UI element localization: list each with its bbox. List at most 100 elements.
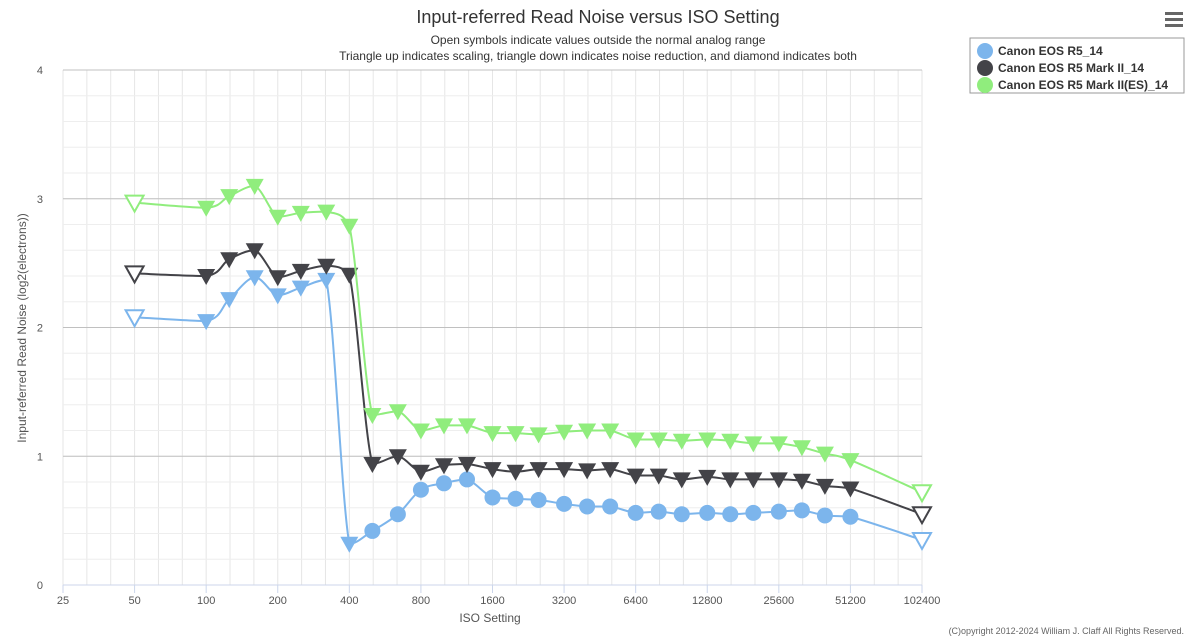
- y-axis-title: Input-referred Read Noise (log2(electron…: [15, 213, 29, 442]
- y-tick-label: 3: [37, 194, 43, 206]
- series-3: [123, 178, 933, 504]
- chart-subtitle-1: Open symbols indicate values outside the…: [431, 33, 766, 47]
- data-point: [649, 468, 668, 485]
- data-point: [458, 418, 477, 435]
- x-tick-label: 400: [340, 595, 358, 607]
- x-tick-label: 50: [128, 595, 140, 607]
- data-point: [555, 424, 574, 441]
- data-point: [911, 506, 933, 526]
- data-point: [317, 258, 336, 275]
- data-point: [911, 531, 933, 551]
- data-point: [220, 292, 239, 309]
- data-point: [601, 423, 620, 440]
- data-point: [388, 449, 407, 466]
- y-tick-label: 2: [37, 323, 43, 335]
- data-point: [769, 472, 788, 489]
- data-point: [770, 503, 787, 520]
- data-point: [340, 536, 359, 553]
- legend-symbol: [977, 43, 993, 59]
- data-point: [627, 504, 644, 521]
- data-point: [699, 504, 716, 521]
- data-point: [317, 272, 336, 289]
- data-point: [484, 489, 501, 506]
- data-point: [672, 433, 691, 450]
- data-point: [842, 508, 859, 525]
- data-point: [841, 481, 860, 498]
- y-tick-label: 0: [37, 580, 43, 592]
- data-point: [123, 309, 146, 329]
- x-tick-label: 1600: [480, 595, 504, 607]
- data-point: [601, 462, 620, 479]
- data-point: [793, 502, 810, 519]
- data-point: [602, 498, 619, 515]
- data-point: [556, 495, 573, 512]
- data-point: [815, 446, 834, 463]
- chart-title: Input-referred Read Noise versus ISO Set…: [416, 7, 779, 27]
- legend-item[interactable]: Canon EOS R5 Mark II_14: [977, 60, 1144, 76]
- data-point: [268, 270, 287, 287]
- data-point: [722, 506, 739, 523]
- data-point: [626, 432, 645, 449]
- data-point: [744, 472, 763, 489]
- data-point: [434, 418, 453, 435]
- data-point: [483, 462, 502, 479]
- data-point: [197, 314, 216, 331]
- data-point: [578, 463, 597, 480]
- data-point: [291, 263, 310, 280]
- y-tick-label: 1: [37, 451, 43, 463]
- data-point: [197, 200, 216, 217]
- data-point: [815, 478, 834, 495]
- data-point: [459, 471, 476, 488]
- data-point: [364, 522, 381, 539]
- data-point: [529, 427, 548, 444]
- x-tick-label: 6400: [623, 595, 647, 607]
- data-point: [268, 209, 287, 226]
- data-point: [529, 462, 548, 479]
- data-point: [721, 472, 740, 489]
- data-point: [268, 288, 287, 305]
- data-point: [744, 436, 763, 453]
- y-tick-label: 4: [37, 65, 43, 77]
- x-tick-label: 3200: [552, 595, 576, 607]
- data-point: [363, 408, 382, 425]
- data-point: [626, 468, 645, 485]
- series-1: [123, 270, 933, 553]
- data-point: [434, 458, 453, 475]
- data-point: [792, 440, 811, 457]
- data-point: [411, 464, 430, 481]
- data-point: [245, 178, 264, 195]
- grid: [62, 69, 923, 586]
- data-point: [483, 426, 502, 443]
- data-point: [220, 252, 239, 269]
- data-point: [245, 243, 264, 260]
- series-layer: [123, 178, 933, 553]
- legend: Canon EOS R5_14 Canon EOS R5 Mark II_14 Ca…: [969, 37, 1185, 94]
- data-point: [672, 472, 691, 489]
- x-tick-label: 102400: [904, 595, 941, 607]
- data-point: [389, 506, 406, 523]
- hamburger-menu-icon[interactable]: [1160, 8, 1184, 30]
- legend-item[interactable]: Canon EOS R5_14: [977, 43, 1103, 59]
- data-point: [698, 432, 717, 449]
- x-tick-label: 51200: [835, 595, 866, 607]
- data-point: [911, 484, 933, 504]
- legend-label: Canon EOS R5 Mark II_14: [998, 61, 1144, 75]
- data-point: [435, 475, 452, 492]
- data-point: [340, 267, 359, 284]
- data-point: [649, 432, 668, 449]
- data-point: [673, 506, 690, 523]
- data-point: [578, 423, 597, 440]
- legend-item[interactable]: Canon EOS R5 Mark II(ES)_14: [977, 77, 1168, 93]
- data-point: [745, 504, 762, 521]
- x-tick-label: 25: [57, 595, 69, 607]
- data-point: [530, 492, 547, 509]
- data-point: [123, 265, 146, 285]
- data-point: [698, 469, 717, 486]
- data-point: [291, 205, 310, 222]
- x-tick-label: 12800: [692, 595, 723, 607]
- data-point: [220, 189, 239, 206]
- data-point: [841, 453, 860, 470]
- series-2: [123, 243, 933, 526]
- data-point: [412, 481, 429, 498]
